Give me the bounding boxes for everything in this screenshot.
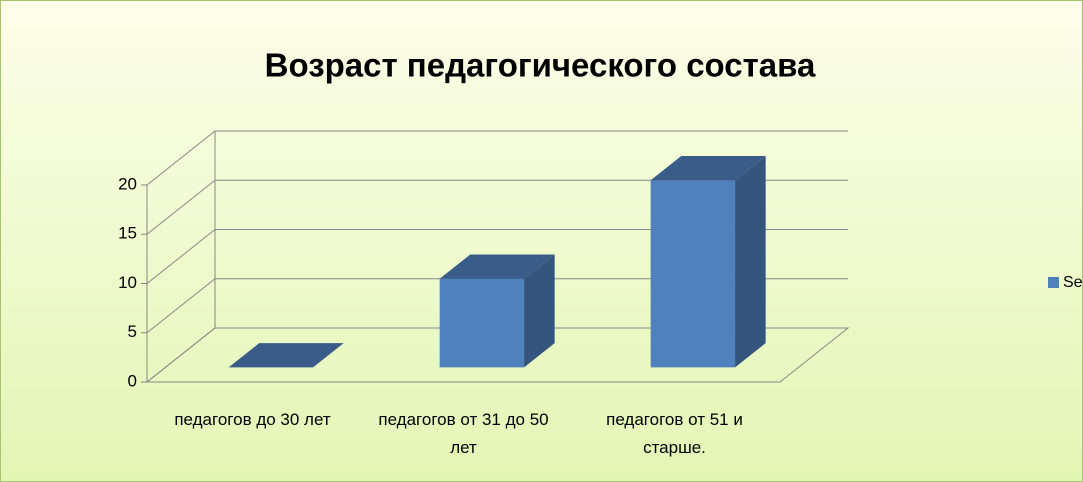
y-tick-label: 15	[118, 224, 137, 243]
bar-front	[650, 180, 736, 368]
grid-line	[146, 327, 848, 383]
y-tick-label: 20	[118, 174, 137, 193]
grid-line	[146, 130, 848, 186]
legend-swatch	[1048, 277, 1059, 288]
y-tick-label: 10	[118, 273, 137, 292]
y-tick-label: 0	[128, 371, 137, 390]
legend-label: Series1	[1063, 274, 1083, 291]
bar-top	[439, 254, 555, 279]
bar-top	[228, 343, 344, 368]
bar-side	[524, 254, 555, 368]
grid-line	[146, 179, 848, 235]
bar-top	[650, 155, 766, 181]
chart-title: Возраст педагогического состава	[265, 47, 816, 84]
y-tick-label: 5	[128, 322, 137, 341]
bar-front	[439, 278, 525, 368]
grid-line	[146, 229, 848, 284]
x-tick-label: педагогов до 30 лет	[174, 410, 331, 429]
x-tick-label: педагогов от 51 и старше.	[606, 410, 743, 457]
grid-line	[146, 278, 848, 334]
bar-side	[735, 155, 766, 368]
x-tick-label: педагогов от 31 до 50 лет	[378, 410, 549, 457]
